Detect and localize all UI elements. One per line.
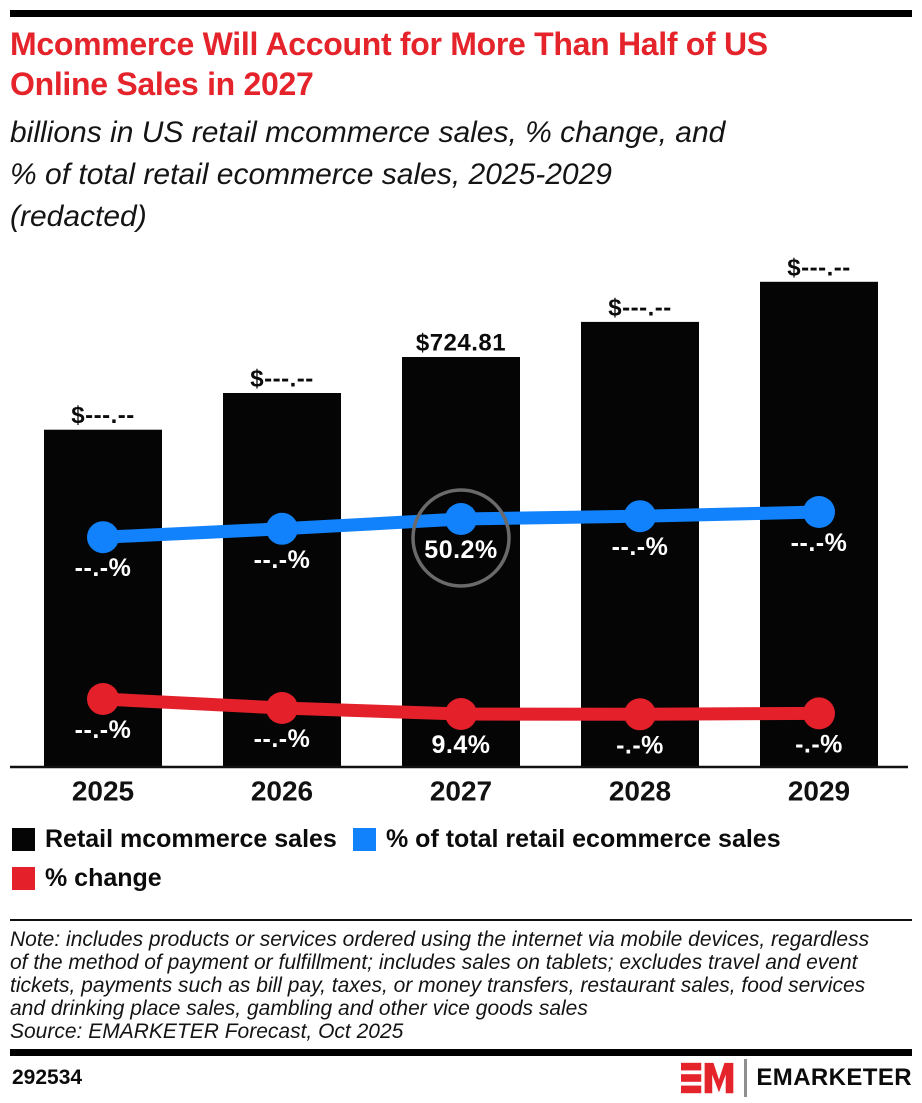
chart-title-line: Mcommerce Will Account for More Than Hal…: [10, 26, 768, 62]
brand-wordmark: EMARKETER: [756, 1064, 912, 1091]
source-line: Source: EMARKETER Forecast, Oct 2025: [10, 1020, 404, 1043]
pct-change-point-label-2029: -.-%: [795, 730, 843, 758]
chart-title-line: Online Sales in 2027: [10, 66, 314, 102]
emarketer-logo: EMARKETER: [681, 1058, 912, 1098]
legend-item-retail-mcommerce-sales: Retail mcommerce sales: [12, 825, 337, 853]
x-axis-label-2027: 2027: [430, 776, 492, 807]
pct-change-point-2028: [624, 698, 656, 731]
x-axis-label-2029: 2029: [788, 776, 850, 807]
pct-change-point-label-2026: --.-%: [254, 725, 311, 753]
pct-of-ecommerce-point-2025: [87, 521, 119, 554]
logo-separator: [744, 1059, 748, 1097]
bar-value-label-2027: $724.81: [416, 330, 506, 357]
footnote-line: and drinking place sales, gambling and o…: [10, 997, 588, 1020]
legend-swatch-black: [12, 828, 35, 851]
note-divider-rule: [10, 919, 912, 921]
footnote: Note: includes products or services orde…: [10, 928, 869, 1043]
chart-subtitle-line: % of total retail ecommerce sales, 2025-…: [10, 158, 612, 191]
legend-row: Retail mcommerce sales % of total retail…: [12, 825, 910, 853]
legend-swatch-red: [12, 867, 35, 890]
bar-value-label-2028: $---.--: [608, 294, 671, 321]
x-axis-label-2026: 2026: [251, 776, 313, 807]
pct-of-ecommerce-point-2029: [803, 496, 835, 528]
legend-label: Retail mcommerce sales: [45, 825, 337, 853]
top-rule: [10, 10, 912, 17]
pct-of-ecommerce-point-label-2026: --.-%: [254, 546, 311, 574]
footer-rule: [10, 1049, 912, 1056]
chart-subtitle-line: billions in US retail mcommerce sales, %…: [10, 116, 726, 149]
pct-change-point-2025: [87, 683, 119, 715]
bar-2027: [402, 357, 520, 766]
pct-change-point-label-2025: --.-%: [75, 716, 132, 744]
bar-value-label-2025: $---.--: [71, 402, 134, 429]
chart-subtitle-line: (redacted): [10, 200, 147, 233]
chart-subtitle: billions in US retail mcommerce sales, %…: [10, 112, 725, 238]
highlight-ring-2027: [411, 488, 511, 588]
x-axis-label-2028: 2028: [609, 776, 671, 807]
legend-swatch-blue: [353, 828, 376, 851]
footnote-line: Note: includes products or services orde…: [10, 928, 870, 951]
legend-item-pct-change: % change: [12, 864, 162, 892]
pct-of-ecommerce-point-2026: [266, 512, 298, 545]
pct-of-ecommerce-point-2027: [445, 503, 477, 535]
pct-change-point-2027: [445, 698, 477, 730]
legend-label: % change: [45, 864, 162, 892]
footnote-line: of the method of payment or fulfillment;…: [10, 951, 858, 974]
chart-id: 292534: [12, 1066, 83, 1089]
pct-of-ecommerce-point-label-2025: --.-%: [75, 554, 132, 582]
pct-change-point-label-2027: 9.4%: [432, 731, 491, 759]
bar-2028: [581, 321, 699, 766]
combo-chart: $---.-- $---.-- $724.81 $---.-- $---.-- --.-%…: [10, 254, 908, 807]
x-axis-label-2025: 2025: [72, 776, 134, 807]
emarketer-logo-icon: [681, 1062, 734, 1094]
footnote-line: tickets, payments such as bill pay, taxe…: [10, 974, 866, 997]
pct-change-point-2026: [266, 692, 298, 724]
bar-value-label-2029: $---.--: [787, 254, 850, 281]
pct-change-point-label-2028: -.-%: [616, 731, 664, 759]
pct-change-point-2029: [803, 697, 835, 730]
pct-of-ecommerce-point-label-2028: --.-%: [612, 533, 669, 561]
chart-title: Mcommerce Will Account for More Than Hal…: [10, 24, 768, 104]
pct-of-ecommerce-point-2028: [624, 500, 656, 533]
legend-label: % of total retail ecommerce sales: [386, 825, 781, 853]
legend-row: % change: [12, 864, 910, 892]
pct-of-ecommerce-point-label-2027: 50.2%: [424, 536, 497, 564]
legend: Retail mcommerce sales % of total retail…: [12, 825, 910, 906]
pct-of-ecommerce-point-label-2029: --.-%: [791, 529, 848, 557]
legend-item-pct-of-total-ecommerce: % of total retail ecommerce sales: [353, 825, 781, 853]
bar-value-label-2026: $---.--: [250, 366, 313, 393]
